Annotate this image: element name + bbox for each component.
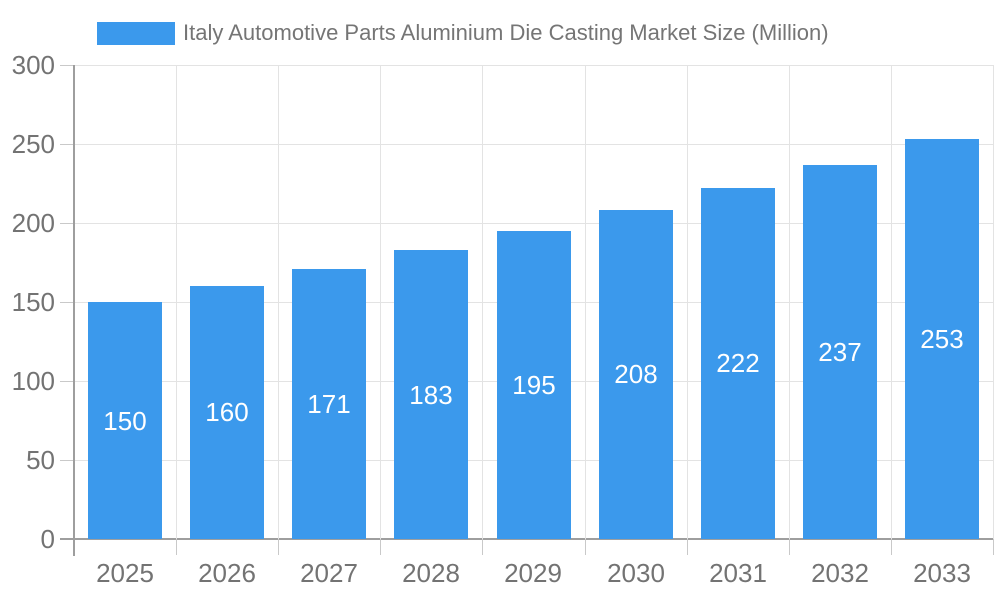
y-axis-tick-label: 0: [40, 524, 55, 554]
y-axis-tick: [60, 381, 74, 382]
bar-value-label: 183: [409, 380, 453, 410]
bar-2033[interactable]: 253: [905, 139, 979, 539]
y-axis-tick: [60, 65, 74, 66]
x-axis-tick-label: 2026: [198, 558, 256, 588]
gridline: [74, 65, 993, 66]
bar-2029[interactable]: 195: [497, 231, 571, 539]
x-axis-line: [60, 538, 993, 540]
x-axis-tick-label: 2033: [913, 558, 971, 588]
x-axis-tick: [482, 539, 483, 555]
x-axis-tick-label: 2027: [300, 558, 358, 588]
bar-2025[interactable]: 150: [88, 302, 162, 539]
bar-value-label: 237: [818, 337, 862, 367]
x-axis-tick: [176, 539, 177, 555]
bar-2031[interactable]: 222: [701, 188, 775, 539]
x-axis-tick: [278, 539, 279, 555]
gridline: [74, 144, 993, 145]
bar-value-label: 160: [205, 397, 249, 427]
legend-swatch: [97, 21, 175, 45]
gridline: [278, 65, 279, 539]
gridline: [176, 65, 177, 539]
bar-value-label: 222: [716, 348, 760, 378]
y-axis-tick: [60, 302, 74, 303]
x-axis-tick: [585, 539, 586, 555]
gridline: [482, 65, 483, 539]
gridline: [687, 65, 688, 539]
y-axis-tick: [60, 223, 74, 224]
y-axis-tick-label: 50: [26, 445, 55, 475]
x-axis-tick-label: 2030: [607, 558, 665, 588]
y-axis-tick-label: 150: [11, 287, 55, 317]
bar-value-label: 195: [512, 370, 556, 400]
gridline: [993, 65, 994, 539]
bar-value-label: 150: [103, 406, 147, 436]
bar-2032[interactable]: 237: [803, 165, 877, 539]
bar-value-label: 208: [614, 359, 658, 389]
x-axis-tick-label: 2032: [811, 558, 869, 588]
gridline: [789, 65, 790, 539]
gridline: [891, 65, 892, 539]
y-axis-tick-label: 200: [11, 208, 55, 238]
x-axis-tick-label: 2025: [96, 558, 154, 588]
bar-2028[interactable]: 183: [394, 250, 468, 539]
bar-2027[interactable]: 171: [292, 269, 366, 539]
gridline: [380, 65, 381, 539]
x-axis-tick-label: 2028: [402, 558, 460, 588]
bar-2030[interactable]: 208: [599, 210, 673, 539]
x-axis-tick-label: 2029: [504, 558, 562, 588]
x-axis-tick: [789, 539, 790, 555]
legend-label: Italy Automotive Parts Aluminium Die Cas…: [183, 20, 829, 45]
x-axis-tick: [687, 539, 688, 555]
gridline: [74, 223, 993, 224]
bar-value-label: 253: [920, 324, 964, 354]
x-axis-tick: [993, 539, 994, 555]
y-axis-tick-label: 250: [11, 129, 55, 159]
x-axis-tick: [891, 539, 892, 555]
x-axis-tick-label: 2031: [709, 558, 767, 588]
y-axis-tick-label: 100: [11, 366, 55, 396]
x-axis-tick: [380, 539, 381, 555]
y-axis-tick-label: 300: [11, 50, 55, 80]
legend-item[interactable]: Italy Automotive Parts Aluminium Die Cas…: [97, 20, 829, 46]
gridline: [585, 65, 586, 539]
y-axis-tick: [60, 460, 74, 461]
y-axis-tick: [60, 144, 74, 145]
bar-value-label: 171: [307, 389, 351, 419]
y-axis-line: [73, 65, 75, 556]
bar-2026[interactable]: 160: [190, 286, 264, 539]
